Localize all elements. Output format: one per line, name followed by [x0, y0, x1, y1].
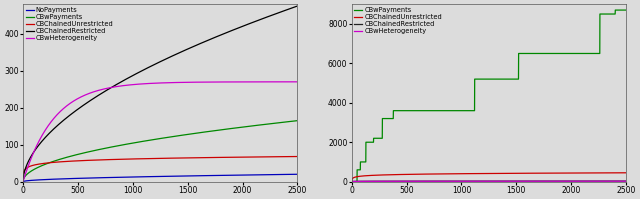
CBwPayments [611, 9, 619, 11]
CBChainedUnrestricted [564, 172, 572, 174]
CBChainedRestricted [362, 180, 369, 182]
NoPayments [33, 179, 41, 181]
CBwPayments [33, 167, 41, 169]
NoPayments [236, 174, 243, 176]
Line: CBChainedUnrestricted: CBChainedUnrestricted [351, 173, 626, 182]
CBwHeterogeneity [33, 144, 41, 146]
CBwPayments [294, 119, 301, 122]
CBChainedUnrestricted [614, 172, 622, 174]
CBwHeterogeneity [614, 180, 622, 182]
Line: NoPayments: NoPayments [23, 174, 298, 182]
CBChainedUnrestricted [622, 172, 630, 174]
Line: CBChainedUnrestricted: CBChainedUnrestricted [23, 157, 298, 182]
CBwPayments [19, 180, 27, 183]
CBwHeterogeneity [474, 180, 482, 182]
Legend: NoPayments, CBwPayments, CBChainedUnrestricted, CBChainedRestricted, CBwHeteroge: NoPayments, CBwPayments, CBChainedUnrest… [25, 6, 114, 42]
CBwHeterogeneity [481, 180, 489, 182]
CBwPayments [474, 78, 482, 80]
CBwHeterogeneity [19, 180, 27, 183]
CBwHeterogeneity [285, 81, 293, 83]
CBwPayments [145, 139, 153, 141]
NoPayments [285, 173, 293, 176]
CBChainedUnrestricted [481, 172, 489, 175]
CBwPayments [614, 9, 622, 11]
CBwHeterogeneity [564, 180, 572, 182]
CBChainedRestricted [33, 146, 41, 149]
CBwHeterogeneity [362, 180, 369, 182]
Line: CBwHeterogeneity: CBwHeterogeneity [23, 82, 298, 182]
CBwPayments [622, 9, 630, 11]
CBwPayments [564, 52, 572, 55]
CBChainedRestricted [145, 66, 153, 68]
CBChainedRestricted [614, 180, 622, 182]
CBwPayments [362, 161, 369, 163]
CBChainedRestricted [614, 180, 622, 182]
CBwHeterogeneity [152, 82, 160, 84]
Line: CBwPayments: CBwPayments [351, 10, 626, 182]
CBChainedRestricted [285, 8, 293, 10]
CBwPayments [152, 138, 160, 140]
Line: CBChainedRestricted: CBChainedRestricted [351, 181, 626, 182]
CBwPayments [614, 9, 622, 11]
Legend: CBwPayments, CBChainedUnrestricted, CBChainedRestricted, CBwHeterogeneity: CBwPayments, CBChainedUnrestricted, CBCh… [354, 6, 443, 34]
CBwHeterogeneity [145, 82, 153, 85]
CBChainedUnrestricted [236, 156, 243, 158]
CBwPayments [481, 78, 489, 80]
CBChainedUnrestricted [145, 157, 153, 160]
CBChainedUnrestricted [362, 175, 369, 177]
CBChainedRestricted [236, 26, 243, 29]
CBwPayments [285, 120, 293, 123]
Line: CBwPayments: CBwPayments [23, 121, 298, 182]
CBChainedRestricted [564, 180, 572, 182]
CBChainedUnrestricted [614, 172, 622, 174]
CBwHeterogeneity [294, 81, 301, 83]
CBChainedRestricted [481, 180, 489, 182]
CBwHeterogeneity [285, 81, 293, 83]
CBwPayments [348, 180, 355, 183]
CBwHeterogeneity [236, 81, 243, 83]
CBChainedUnrestricted [285, 155, 293, 158]
CBChainedRestricted [294, 5, 301, 7]
CBChainedRestricted [622, 180, 630, 182]
NoPayments [152, 175, 160, 178]
CBChainedUnrestricted [33, 163, 41, 166]
CBwHeterogeneity [614, 180, 622, 182]
CBChainedUnrestricted [474, 172, 482, 175]
CBChainedRestricted [152, 62, 160, 65]
CBwHeterogeneity [348, 180, 355, 183]
CBChainedUnrestricted [348, 180, 355, 183]
CBChainedUnrestricted [152, 157, 160, 160]
CBChainedUnrestricted [285, 155, 293, 158]
CBChainedRestricted [285, 8, 293, 10]
CBChainedUnrestricted [19, 180, 27, 183]
CBwPayments [236, 126, 243, 129]
NoPayments [19, 180, 27, 183]
Line: CBwHeterogeneity: CBwHeterogeneity [351, 181, 626, 182]
CBChainedRestricted [19, 180, 27, 183]
CBwPayments [285, 120, 293, 123]
CBwHeterogeneity [622, 180, 630, 182]
NoPayments [145, 176, 153, 178]
CBChainedRestricted [348, 180, 355, 183]
NoPayments [294, 173, 301, 176]
CBChainedUnrestricted [294, 155, 301, 158]
Line: CBChainedRestricted: CBChainedRestricted [23, 6, 298, 182]
CBChainedRestricted [474, 180, 482, 182]
NoPayments [285, 173, 293, 176]
